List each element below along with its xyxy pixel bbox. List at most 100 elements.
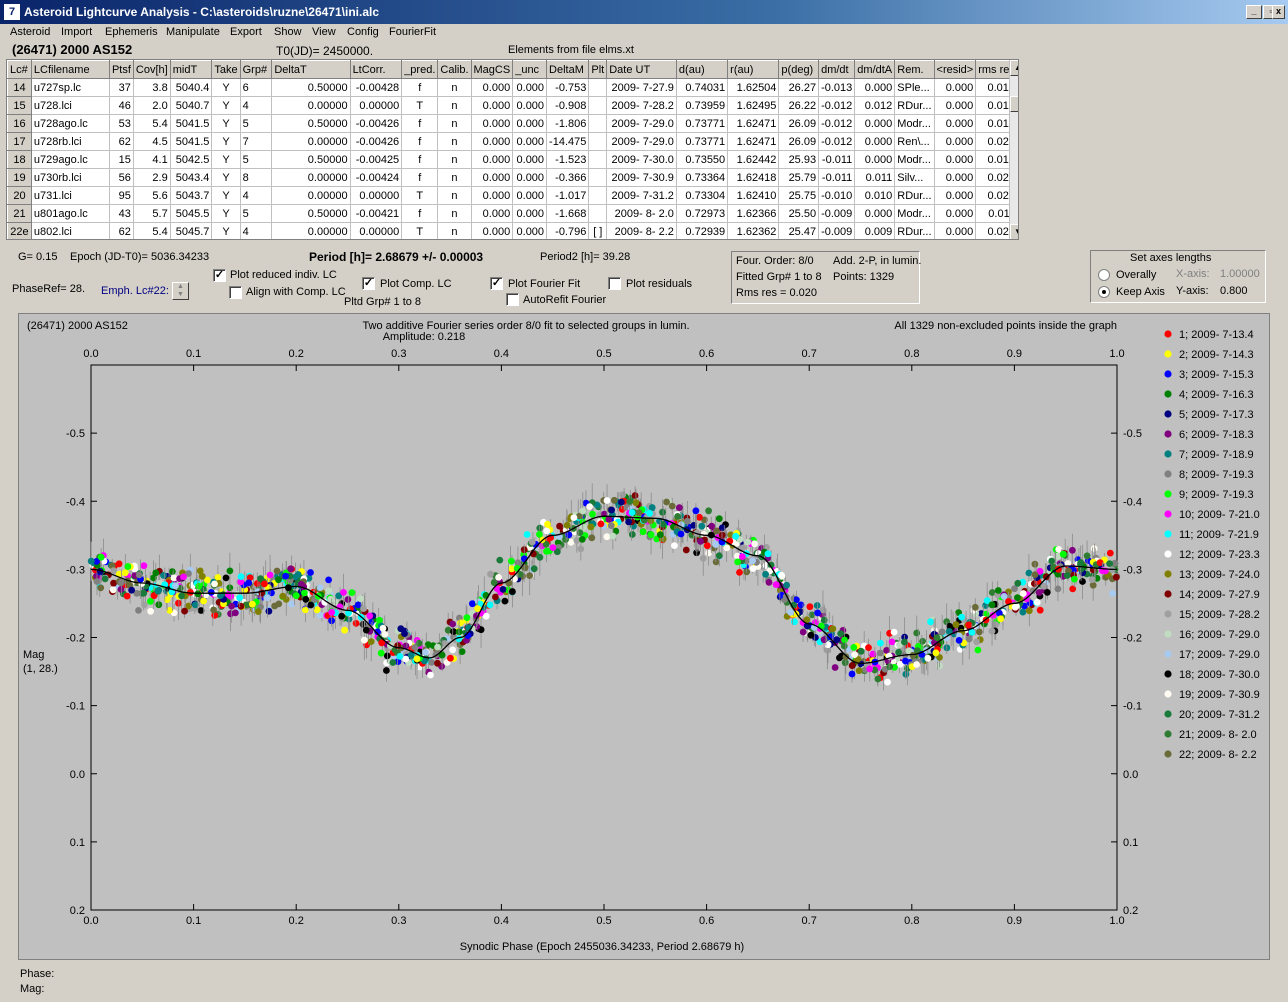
table-row[interactable]: 19 u730rb.lci 56 2.9 5043.4 Y 8 0.00000 -0.00424… [7, 168, 1018, 187]
table-cell[interactable]: 1.62418 [727, 168, 780, 187]
table-cell[interactable]: 2009- 7-31.2 [606, 186, 677, 205]
table-row[interactable]: 16 u728ago.lc 53 5.4 5041.5 Y 5 0.50000 -0.00426… [7, 114, 1018, 133]
table-cell[interactable]: 2009- 7-29.0 [606, 132, 677, 151]
table-cell[interactable]: -0.011 [818, 168, 856, 187]
table-cell[interactable]: 0.00000 [271, 222, 351, 239]
table-cell[interactable]: 2.0 [132, 96, 171, 115]
table-cell[interactable]: u728.lci [30, 96, 110, 115]
table-cell[interactable]: -1.668 [546, 204, 590, 223]
column-header[interactable]: Cov[h] [132, 60, 171, 79]
table-cell[interactable]: 0.73959 [675, 96, 729, 115]
table-cell[interactable]: f [401, 132, 439, 151]
table-cell[interactable]: Y [211, 114, 241, 133]
scroll-up-icon[interactable]: ▲ [1010, 60, 1018, 76]
table-cell[interactable]: 0.000 [470, 186, 514, 205]
align-comp-checkbox[interactable] [229, 286, 242, 299]
table-cell[interactable] [588, 186, 608, 205]
table-cell[interactable]: 1.62366 [727, 204, 780, 223]
table-cell[interactable]: 5041.5 [169, 114, 213, 133]
table-cell[interactable]: 43 [108, 204, 134, 223]
table-cell[interactable]: 0.000 [512, 132, 548, 151]
plot-panel[interactable]: (26471) 2000 AS152 Two additive Fourier … [18, 313, 1270, 960]
table-cell[interactable]: 0.00000 [271, 186, 351, 205]
table-cell[interactable]: -1.523 [546, 150, 590, 169]
table-cell[interactable]: 2009- 8- 2.0 [606, 204, 677, 223]
table-cell[interactable]: 0.000 [933, 132, 977, 151]
table-cell[interactable]: Y [211, 204, 241, 223]
table-cell[interactable]: f [401, 114, 439, 133]
table-cell[interactable]: 0.000 [933, 150, 977, 169]
column-header[interactable]: Ptsf [108, 60, 134, 79]
table-cell[interactable]: 25.50 [778, 204, 820, 223]
table-row[interactable]: 21 u801ago.lc 43 5.7 5045.5 Y 5 0.50000 -0.00421… [7, 204, 1018, 223]
plot-reduced-checkbox[interactable]: ✓ [213, 269, 226, 282]
table-cell[interactable]: 25.93 [778, 150, 820, 169]
table-cell[interactable]: 0.009 [854, 222, 896, 239]
table-cell[interactable]: 0.72939 [675, 222, 729, 239]
column-header[interactable]: DeltaT [271, 60, 351, 79]
table-cell[interactable]: -0.00421 [349, 204, 403, 223]
table-cell[interactable]: RDur... [894, 96, 935, 115]
table-cell[interactable]: 4 [239, 186, 273, 205]
table-cell[interactable]: 46 [108, 96, 134, 115]
table-cell[interactable]: 0.73771 [675, 114, 729, 133]
plot-residuals-checkbox[interactable] [608, 277, 621, 290]
table-cell[interactable]: 0.50000 [271, 114, 351, 133]
table-cell[interactable]: -0.012 [818, 132, 856, 151]
table-row[interactable]: 18 u729ago.lc 15 4.1 5042.5 Y 5 0.50000 -0.00425… [7, 150, 1018, 169]
emph-spinner[interactable]: ▲ ▼ [172, 282, 189, 300]
table-cell[interactable]: 5041.5 [169, 132, 213, 151]
table-cell[interactable]: u728ago.lc [30, 114, 110, 133]
table-cell[interactable]: 0.000 [512, 222, 548, 239]
table-cell[interactable]: T [401, 222, 439, 239]
table-cell[interactable]: 0.00000 [271, 132, 351, 151]
column-header[interactable]: Lc# [7, 60, 32, 79]
table-cell[interactable]: 1.62471 [727, 114, 780, 133]
row-header[interactable]: 14 [7, 78, 32, 97]
table-cell[interactable]: 1.62362 [727, 222, 780, 239]
table-cell[interactable]: T [401, 186, 439, 205]
menu-ephemeris[interactable]: Ephemeris [105, 26, 158, 38]
table-cell[interactable]: 0.50000 [271, 204, 351, 223]
scroll-thumb[interactable] [1010, 96, 1018, 112]
column-header[interactable]: LtCorr. [349, 60, 403, 79]
table-cell[interactable]: Y [211, 78, 241, 97]
table-cell[interactable]: 0.00000 [349, 186, 403, 205]
table-cell[interactable]: 0.000 [512, 96, 548, 115]
table-cell[interactable]: 0.50000 [271, 150, 351, 169]
table-cell[interactable]: 4 [239, 96, 273, 115]
table-cell[interactable]: 0.000 [512, 150, 548, 169]
column-header[interactable]: MagCS [470, 60, 514, 79]
table-cell[interactable]: 0.000 [933, 78, 977, 97]
table-cell[interactable]: 5.6 [132, 186, 171, 205]
menu-export[interactable]: Export [230, 26, 262, 38]
menu-asteroid[interactable]: Asteroid [10, 26, 51, 38]
table-cell[interactable]: 0.000 [470, 204, 514, 223]
table-cell[interactable]: 0.000 [512, 168, 548, 187]
table-cell[interactable]: 0.50000 [271, 78, 351, 97]
keep-axis-radio[interactable] [1098, 286, 1110, 298]
table-cell[interactable]: 2009- 7-30.0 [606, 150, 677, 169]
table-cell[interactable] [588, 204, 608, 223]
table-cell[interactable]: 2.9 [132, 168, 171, 187]
table-cell[interactable]: 0.000 [854, 78, 896, 97]
table-cell[interactable]: 5.7 [132, 204, 171, 223]
table-cell[interactable]: 6 [239, 78, 273, 97]
table-cell[interactable]: -0.753 [546, 78, 590, 97]
minimize-button[interactable]: _ [1246, 5, 1262, 19]
table-cell[interactable]: 53 [108, 114, 134, 133]
table-cell[interactable]: 0.000 [470, 96, 514, 115]
table-cell[interactable]: 15 [108, 150, 134, 169]
table-cell[interactable]: 0.74031 [675, 78, 729, 97]
table-cell[interactable]: 0.000 [512, 186, 548, 205]
table-cell[interactable]: 5045.5 [169, 204, 213, 223]
table-cell[interactable]: 25.47 [778, 222, 820, 239]
table-cell[interactable]: 4.5 [132, 132, 171, 151]
table-cell[interactable]: u801ago.lc [30, 204, 110, 223]
scroll-down-icon[interactable]: ▼ [1010, 224, 1018, 239]
table-cell[interactable]: 0.000 [470, 168, 514, 187]
table-cell[interactable]: -0.009 [818, 222, 856, 239]
table-cell[interactable]: 7 [239, 132, 273, 151]
